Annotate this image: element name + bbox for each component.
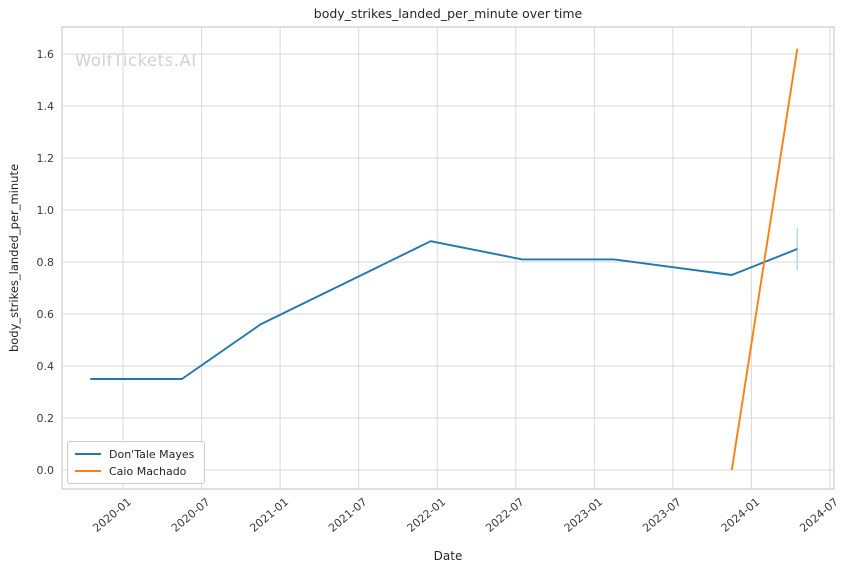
y-tick-label: 1.0 xyxy=(37,204,55,217)
x-tick-label: 2022-07 xyxy=(483,495,527,535)
legend-line-swatch xyxy=(75,453,101,455)
y-tick-label: 0.8 xyxy=(37,256,55,269)
y-tick-label: 0.0 xyxy=(37,464,55,477)
legend-label: Caio Machado xyxy=(109,464,187,478)
series-line-1 xyxy=(730,48,799,471)
y-tick-label: 1.2 xyxy=(37,152,55,165)
y-tick-label: 1.6 xyxy=(37,48,55,61)
y-tick-label: 0.6 xyxy=(37,308,55,321)
series-line-0 xyxy=(90,240,798,380)
x-tick-label: 2024-07 xyxy=(797,495,841,535)
x-tick-label: 2022-01 xyxy=(405,495,449,535)
chart-title: body_strikes_landed_per_minute over time xyxy=(313,6,583,21)
y-tick-label: 0.2 xyxy=(37,412,55,425)
x-tick-label: 2021-07 xyxy=(326,495,370,535)
x-tick-label: 2024-01 xyxy=(719,495,763,535)
y-tick-label: 0.4 xyxy=(37,360,55,373)
legend-item: Caio Machado xyxy=(75,465,197,478)
legend: Don'Tale Mayes Caio Machado xyxy=(67,441,205,484)
x-tick-label: 2020-07 xyxy=(169,495,213,535)
legend-item: Don'Tale Mayes xyxy=(75,448,197,461)
x-tick-label: 2023-07 xyxy=(640,495,684,535)
y-tick-label: 1.4 xyxy=(37,100,55,113)
x-tick-label: 2023-01 xyxy=(562,495,606,535)
plot-frame xyxy=(61,26,835,490)
legend-label: Don'Tale Mayes xyxy=(109,447,195,461)
x-tick-label: 2021-01 xyxy=(247,495,291,535)
legend-line-swatch xyxy=(75,470,101,472)
watermark: WolfTickets.AI xyxy=(75,51,197,70)
x-tick-label: 2020-01 xyxy=(90,495,134,535)
x-axis-label: Date xyxy=(433,549,463,563)
y-axis-label: body_strikes_landed_per_minute xyxy=(7,163,21,353)
